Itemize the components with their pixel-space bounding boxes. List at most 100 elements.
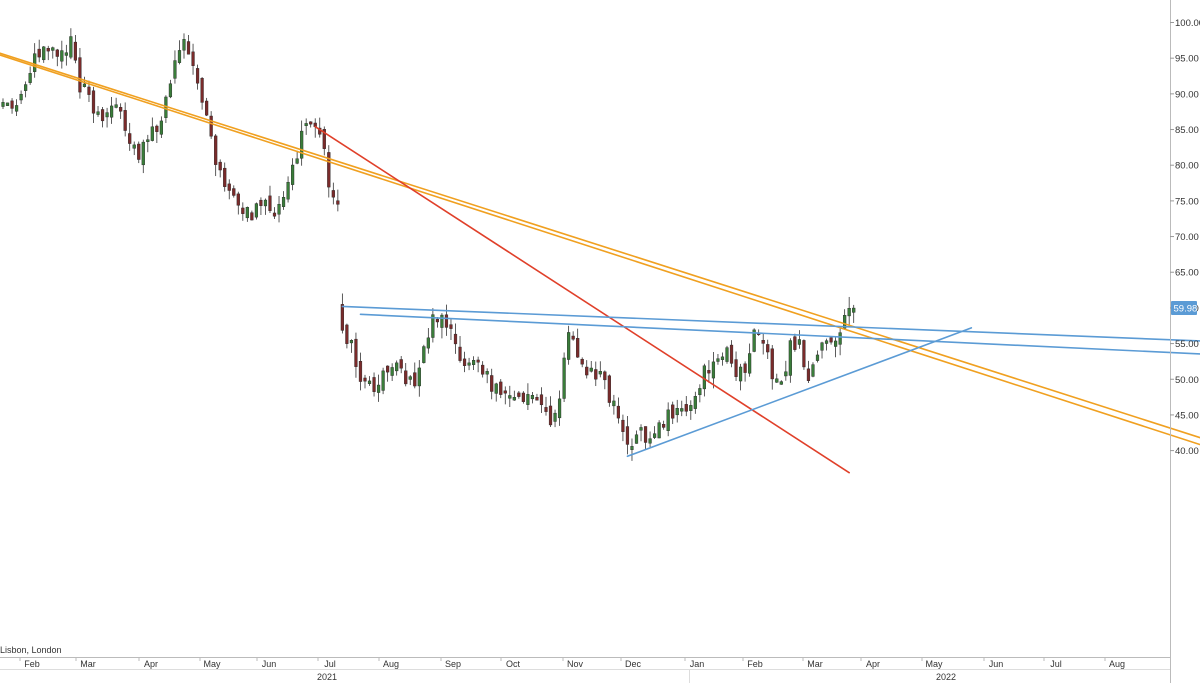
candle-body <box>46 48 50 52</box>
candle-body <box>218 161 222 171</box>
candle-body <box>5 102 10 106</box>
candlestick-series <box>1 28 856 461</box>
candle-body <box>503 390 507 394</box>
candle-body <box>395 362 399 372</box>
candle-body <box>281 197 286 207</box>
candle-body <box>241 207 245 214</box>
candle-body <box>481 364 485 375</box>
candle-body <box>738 366 743 382</box>
candle-body <box>847 308 851 317</box>
candle-body <box>236 193 240 206</box>
candle-body <box>797 339 801 345</box>
candle-body <box>42 46 46 61</box>
candle-body <box>263 199 268 207</box>
candle-body <box>544 407 548 412</box>
candle-body <box>195 68 200 84</box>
trendline-blue-upper-resistance[interactable] <box>341 305 1200 342</box>
candle-body <box>51 47 55 51</box>
candle-body <box>539 394 544 406</box>
candle-body <box>14 105 19 112</box>
candle-body <box>662 424 666 428</box>
candle-body <box>345 324 349 344</box>
candle-body <box>499 381 503 395</box>
candle-body <box>404 370 408 385</box>
candle-body <box>327 152 331 188</box>
candle-body <box>399 359 403 369</box>
candle-body <box>82 83 87 87</box>
trendline-group[interactable] <box>0 32 1200 474</box>
candle-body <box>707 370 711 374</box>
x-month-label: Apr <box>144 659 158 669</box>
candle-body <box>137 143 141 160</box>
candle-body <box>852 307 856 313</box>
candle-body <box>729 344 734 364</box>
candle-body <box>60 50 64 62</box>
candle-body <box>304 123 308 126</box>
trendline-orange-lower[interactable] <box>0 34 1200 457</box>
candle-body <box>711 361 716 379</box>
candle-body <box>100 109 105 122</box>
candle-body <box>91 90 96 114</box>
candle-body <box>227 183 231 191</box>
candle-body <box>567 332 571 360</box>
x-axis[interactable]: Feb Mar Apr May Jun Jul Aug Sep Oct Nov Dec Jan Feb M… <box>0 657 1170 683</box>
candle-body <box>666 409 670 431</box>
last-price-tag: 59.98 <box>1171 301 1197 316</box>
candle-body <box>87 86 91 95</box>
candle-body <box>693 396 697 409</box>
candle-body <box>331 190 335 198</box>
candle-body <box>150 126 154 141</box>
trendline-blue-rising-support[interactable] <box>626 327 973 458</box>
candle-body <box>191 51 195 66</box>
candle-body <box>205 100 209 116</box>
x-month-label: Jul <box>1050 659 1062 669</box>
candle-body <box>37 48 41 58</box>
candle-body <box>259 199 263 206</box>
candle-body <box>616 405 620 419</box>
candle-body <box>64 52 68 56</box>
candle-body <box>806 368 811 381</box>
last-price-box <box>1171 301 1197 316</box>
candle-body <box>413 372 417 387</box>
candle-body <box>458 346 462 361</box>
x-month-label: Apr <box>866 659 880 669</box>
trendline-orange-upper[interactable] <box>0 32 1200 449</box>
candle-body <box>408 376 412 380</box>
candle-body <box>453 333 458 345</box>
x-month-label: Aug <box>1109 659 1125 669</box>
candle-body <box>802 340 806 368</box>
candle-body <box>643 426 648 443</box>
candle-body <box>517 392 521 397</box>
candle-body <box>168 83 173 98</box>
candle-body <box>173 60 177 79</box>
candle-body <box>562 357 566 399</box>
y-tick-label: 70.00 <box>1175 232 1199 243</box>
candle-body <box>675 408 679 416</box>
candle-body <box>548 405 553 426</box>
candle-body <box>272 212 277 217</box>
candle-body <box>295 158 299 164</box>
candle-body <box>232 188 236 196</box>
x-month-label: May <box>203 659 221 669</box>
candle-body <box>734 359 738 377</box>
candle-body <box>793 336 797 350</box>
candle-body <box>779 381 783 385</box>
candle-body <box>829 337 833 343</box>
x-year-label: 2021 <box>317 672 337 682</box>
candle-body <box>24 84 28 91</box>
candle-body <box>526 394 530 405</box>
candle-body <box>309 121 313 125</box>
candle-body <box>838 332 842 345</box>
x-month-label: Mar <box>807 659 823 669</box>
candle-body <box>444 314 449 328</box>
candle-body <box>680 408 684 412</box>
trendline-red-downtrend[interactable] <box>314 125 850 474</box>
trendline-blue-lower-resistance[interactable] <box>359 313 1200 355</box>
candle-body <box>417 367 421 387</box>
candle-body <box>336 200 340 205</box>
candle-body <box>834 340 838 347</box>
candle-body <box>598 371 602 375</box>
